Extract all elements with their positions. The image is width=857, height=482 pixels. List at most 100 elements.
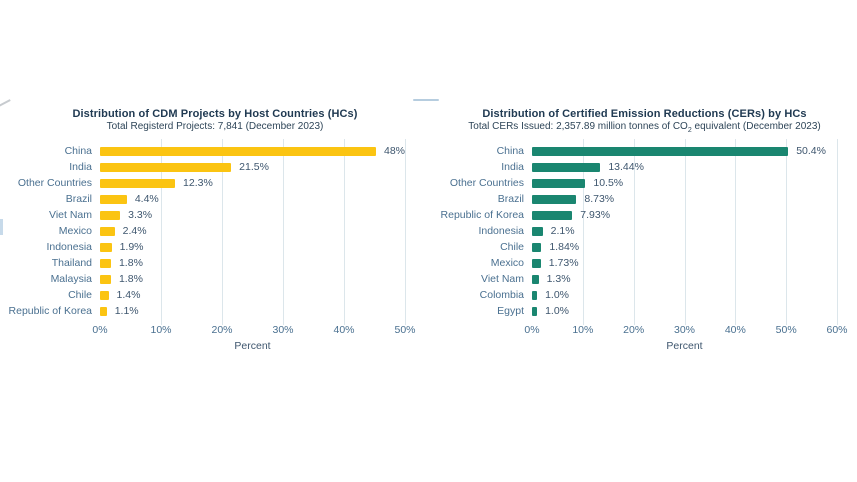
x-tick-label: 50% (775, 324, 797, 336)
category-label: Viet Nam (49, 209, 92, 221)
bar-row: 13.44% (532, 159, 837, 175)
value-label: 1.8% (118, 273, 143, 285)
category-label: Viet Nam (481, 273, 524, 285)
bar-row: 1.1% (100, 303, 405, 319)
value-label: 1.8% (118, 257, 143, 269)
x-axis: 0% 10% 20% 30% 40% 50% (92, 319, 415, 337)
value-label: 1.84% (549, 241, 580, 253)
category-label: Malaysia (50, 273, 92, 285)
bar (532, 274, 539, 284)
x-tick-label: 0% (92, 324, 108, 336)
value-label: 2.1% (550, 225, 575, 237)
chart-subtitle: Total Registerd Projects: 7,841 (Decembe… (0, 121, 430, 134)
category-label: China (496, 145, 524, 157)
bar (532, 242, 542, 252)
bar (100, 274, 111, 284)
category-axis: China India Other Countries Brazil Viet Nam M… (0, 143, 100, 319)
bar (100, 242, 112, 252)
cers-bar-chart: Distribution of Certified Emission Reduc… (432, 100, 857, 352)
bar-row: 1.0% (532, 303, 837, 319)
gridline (283, 139, 284, 325)
bar-row: 4.4% (100, 191, 405, 207)
x-tick-label: 50% (394, 324, 416, 336)
value-label: 1.0% (545, 289, 570, 301)
category-label: Other Countries (17, 177, 92, 189)
category-label: Mexico (490, 257, 524, 269)
category-label: Chile (68, 289, 92, 301)
bar (100, 290, 109, 300)
subtitle-text: Total CERs Issued: 2,357.89 million tonn… (468, 121, 688, 132)
bar (100, 306, 107, 316)
bar (532, 146, 789, 156)
x-tick-label: 40% (333, 324, 355, 336)
chart-title: Distribution of Certified Emission Reduc… (482, 108, 807, 120)
value-label: 8.73% (584, 193, 615, 205)
x-tick-label: 30% (673, 324, 696, 336)
cdm-projects-bar-chart: Distribution of CDM Projects by Host Cou… (0, 100, 430, 352)
gridline (786, 139, 788, 325)
category-label: Brazil (65, 193, 92, 205)
category-label: Republic of Korea (8, 305, 92, 317)
plot-area: China India Other Countries Brazil Republic … (432, 139, 857, 325)
category-label: Indonesia (478, 225, 524, 237)
x-tick-label: 10% (572, 324, 594, 336)
x-axis: 0% 10% 20% 30% 40% 50% 60% (524, 319, 847, 337)
gridline (582, 139, 584, 325)
category-label: Republic of Korea (440, 209, 524, 221)
category-label: Mexico (58, 225, 92, 237)
bar-row: 8.73% (532, 191, 837, 207)
scan-artifact-blue-dash (413, 99, 439, 101)
gridline (684, 139, 686, 325)
bar (100, 146, 376, 156)
value-label: 48% (383, 145, 405, 157)
value-label: 12.3% (183, 177, 213, 189)
category-label: Chile (500, 241, 524, 253)
gridline (405, 139, 406, 325)
value-label: 10.5% (593, 177, 624, 189)
bar-row: 1.8% (100, 255, 405, 271)
value-label: 13.44% (608, 161, 644, 173)
x-tick-label: 40% (724, 324, 746, 336)
category-label: Brazil (497, 193, 524, 205)
plot-area: China India Other Countries Brazil Viet Nam M… (0, 139, 430, 325)
value-label: 1.3% (546, 273, 571, 285)
bar-row: 1.8% (100, 271, 405, 287)
bar (532, 210, 573, 220)
gridline (344, 139, 345, 325)
category-label: Thailand (51, 257, 92, 269)
bar (100, 194, 127, 204)
x-axis-title: Percent (666, 340, 703, 352)
gridline (837, 139, 838, 325)
gridline (633, 139, 635, 325)
bar-row: 1.73% (532, 255, 837, 271)
category-label: India (69, 161, 92, 173)
value-label: 3.3% (128, 209, 153, 221)
bar-row: 2.1% (532, 223, 837, 239)
bar-row: 2.4% (100, 223, 405, 239)
bars-area: 50.4% 13.44% 10.5% 8.73% 7.93% 2.1% 1.84% 1.73%… (532, 139, 838, 325)
bar (532, 258, 541, 268)
bar (100, 226, 115, 236)
value-label: 50.4% (796, 145, 826, 157)
subscript: 2 (687, 127, 692, 134)
subtitle-text: equivalent (December 2023) (691, 121, 821, 132)
bar-row: 12.3% (100, 175, 405, 191)
bar-row: 1.84% (532, 239, 837, 255)
category-label: Egypt (497, 305, 524, 317)
x-tick-label: 60% (826, 324, 848, 336)
bar (532, 194, 577, 204)
chart-title: Distribution of CDM Projects by Host Cou… (72, 108, 358, 120)
category-label: Other Countries (449, 177, 524, 189)
x-tick-label: 30% (272, 324, 294, 336)
value-label: 2.4% (122, 225, 147, 237)
bar (100, 258, 111, 268)
scan-artifact-blue-edge-mark (0, 219, 3, 235)
bar-row: 1.4% (100, 287, 405, 303)
category-label: Colombia (479, 289, 524, 301)
bar (532, 306, 538, 316)
bar-row: 50.4% (532, 143, 837, 159)
x-axis-title: Percent (234, 340, 271, 352)
bar (532, 178, 586, 188)
category-label: India (501, 161, 524, 173)
value-label: 1.0% (545, 305, 570, 317)
